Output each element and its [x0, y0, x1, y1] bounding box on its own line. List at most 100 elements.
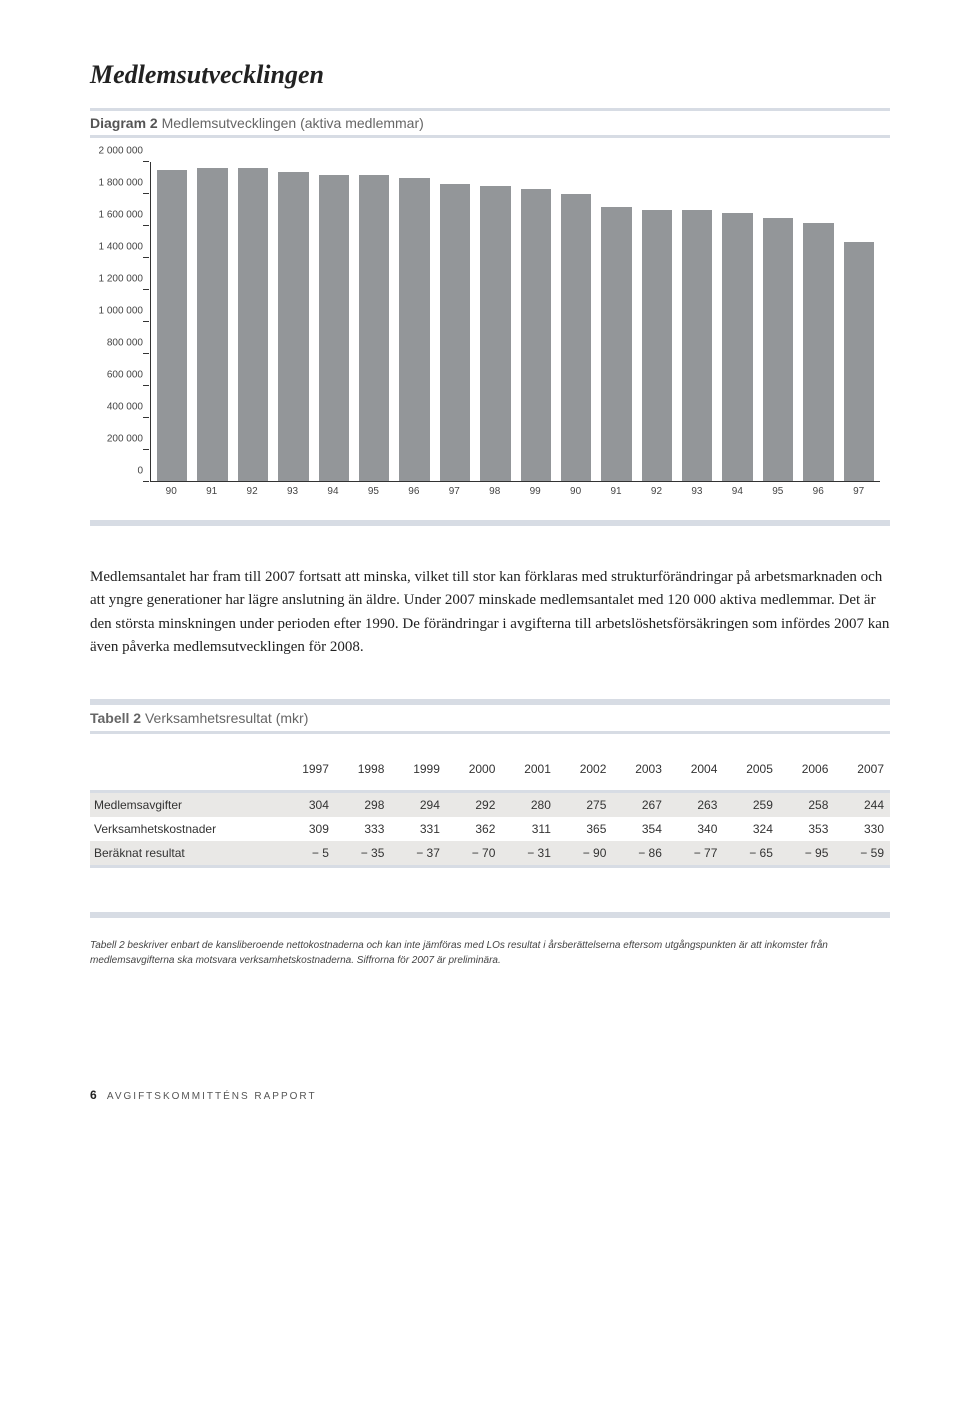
table-cell: 333 [335, 817, 391, 841]
table-cell: 331 [390, 817, 446, 841]
table-cell: − 59 [834, 841, 890, 865]
row-label: Beräknat resultat [90, 841, 279, 865]
table-column-header: 2005 [723, 754, 779, 792]
diagram-header: Diagram 2 Medlemsutvecklingen (aktiva me… [90, 108, 890, 138]
x-axis-label: 91 [601, 482, 631, 502]
table-cell: 304 [279, 793, 335, 817]
x-axis-label: 95 [358, 482, 388, 502]
chart-bar [319, 175, 349, 481]
y-axis-label: 1 200 000 [99, 274, 144, 285]
table-header: Tabell 2 Verksamhetsresultat (mkr) [90, 699, 890, 734]
table-row: Medlemsavgifter3042982942922802752672632… [90, 793, 890, 817]
y-axis-label: 600 000 [107, 370, 143, 381]
table-label-rest: Verksamhetsresultat (mkr) [141, 710, 308, 726]
table-cell: 365 [557, 817, 613, 841]
table-column-header: 2007 [834, 754, 890, 792]
x-axis-label: 90 [156, 482, 186, 502]
chart-bar [803, 223, 833, 481]
table-cell: − 95 [779, 841, 835, 865]
chart-bar [480, 186, 510, 481]
y-axis-label: 1 600 000 [99, 210, 144, 221]
x-axis-label: 98 [480, 482, 510, 502]
table-cell: 311 [501, 817, 557, 841]
body-paragraph: Medlemsantalet har fram till 2007 fortsa… [90, 566, 890, 659]
table-column-header: 1999 [390, 754, 446, 792]
x-axis-label: 92 [237, 482, 267, 502]
data-table: 1997199819992000200120022003200420052006… [90, 754, 890, 865]
page-title: Medlemsutvecklingen [90, 60, 890, 90]
table-cell: 292 [446, 793, 502, 817]
table-cell: 362 [446, 817, 502, 841]
x-axis-label: 96 [803, 482, 833, 502]
table-cell: − 90 [557, 841, 613, 865]
table-column-header: 2006 [779, 754, 835, 792]
diagram-label-rest: Medlemsutvecklingen (aktiva medlemmar) [158, 115, 424, 131]
table-column-header: 2003 [612, 754, 668, 792]
chart-footer-rule [90, 520, 890, 526]
table-cell: − 31 [501, 841, 557, 865]
x-axis-label: 95 [763, 482, 793, 502]
chart-bar [238, 168, 268, 481]
x-axis-label: 92 [641, 482, 671, 502]
chart-bar [763, 218, 793, 481]
x-axis-label: 90 [560, 482, 590, 502]
row-label: Verksamhetskostnader [90, 817, 279, 841]
table-column-header: 1997 [279, 754, 335, 792]
x-axis-label: 93 [682, 482, 712, 502]
y-axis-label: 200 000 [107, 434, 143, 445]
table-column-header: 2001 [501, 754, 557, 792]
chart-bar [359, 175, 389, 481]
table-cell: 354 [612, 817, 668, 841]
table-cell: 330 [834, 817, 890, 841]
diagram-label-prefix: Diagram 2 [90, 115, 158, 131]
y-axis-label: 400 000 [107, 402, 143, 413]
table-cell: − 86 [612, 841, 668, 865]
table-cell: 324 [723, 817, 779, 841]
bar-chart: 0 200 000 400 000 600 000 800 000 1 000 000 1 … [90, 162, 890, 502]
page-footer: 6 AVGIFTSKOMMITTÉNS RAPPORT [90, 1088, 890, 1102]
table-cell: 294 [390, 793, 446, 817]
chart-bar [197, 168, 227, 481]
y-axis-label: 2 000 000 [99, 146, 144, 157]
table-cell: 259 [723, 793, 779, 817]
x-axis-label: 97 [843, 482, 873, 502]
table-cell: 263 [668, 793, 724, 817]
table-cell: 353 [779, 817, 835, 841]
table-column-header: 1998 [335, 754, 391, 792]
table-column-header: 2002 [557, 754, 613, 792]
table-cell: 280 [501, 793, 557, 817]
x-axis-label: 96 [399, 482, 429, 502]
table-footnote: Tabell 2 beskriver enbart de kansliberoe… [90, 938, 890, 968]
table-cell: − 5 [279, 841, 335, 865]
table-cell: 267 [612, 793, 668, 817]
table-cell: − 37 [390, 841, 446, 865]
page-number: 6 [90, 1088, 97, 1102]
table-row: Verksamhetskostnader30933333136231136535… [90, 817, 890, 841]
y-axis-label: 800 000 [107, 338, 143, 349]
x-axis-label: 94 [722, 482, 752, 502]
x-axis-label: 91 [196, 482, 226, 502]
x-axis-label: 93 [277, 482, 307, 502]
y-axis-label: 1 800 000 [99, 178, 144, 189]
table-footer-rule [90, 912, 890, 918]
y-axis-label: 1 000 000 [99, 306, 144, 317]
footer-text: AVGIFTSKOMMITTÉNS RAPPORT [107, 1091, 317, 1102]
table-cell: − 70 [446, 841, 502, 865]
row-label: Medlemsavgifter [90, 793, 279, 817]
table-cell: 340 [668, 817, 724, 841]
y-axis-label: 0 [137, 466, 143, 477]
x-axis-label: 99 [520, 482, 550, 502]
chart-bar [561, 194, 591, 481]
x-axis-label: 97 [439, 482, 469, 502]
table-column-header: 2004 [668, 754, 724, 792]
chart-bar [521, 189, 551, 481]
table-cell: − 77 [668, 841, 724, 865]
table-cell: − 35 [335, 841, 391, 865]
chart-bar [682, 210, 712, 481]
table-column-header: 2000 [446, 754, 502, 792]
table-cell: 309 [279, 817, 335, 841]
chart-bar [642, 210, 672, 481]
chart-bar [844, 242, 874, 481]
chart-bar [278, 172, 308, 481]
chart-bar [722, 213, 752, 481]
